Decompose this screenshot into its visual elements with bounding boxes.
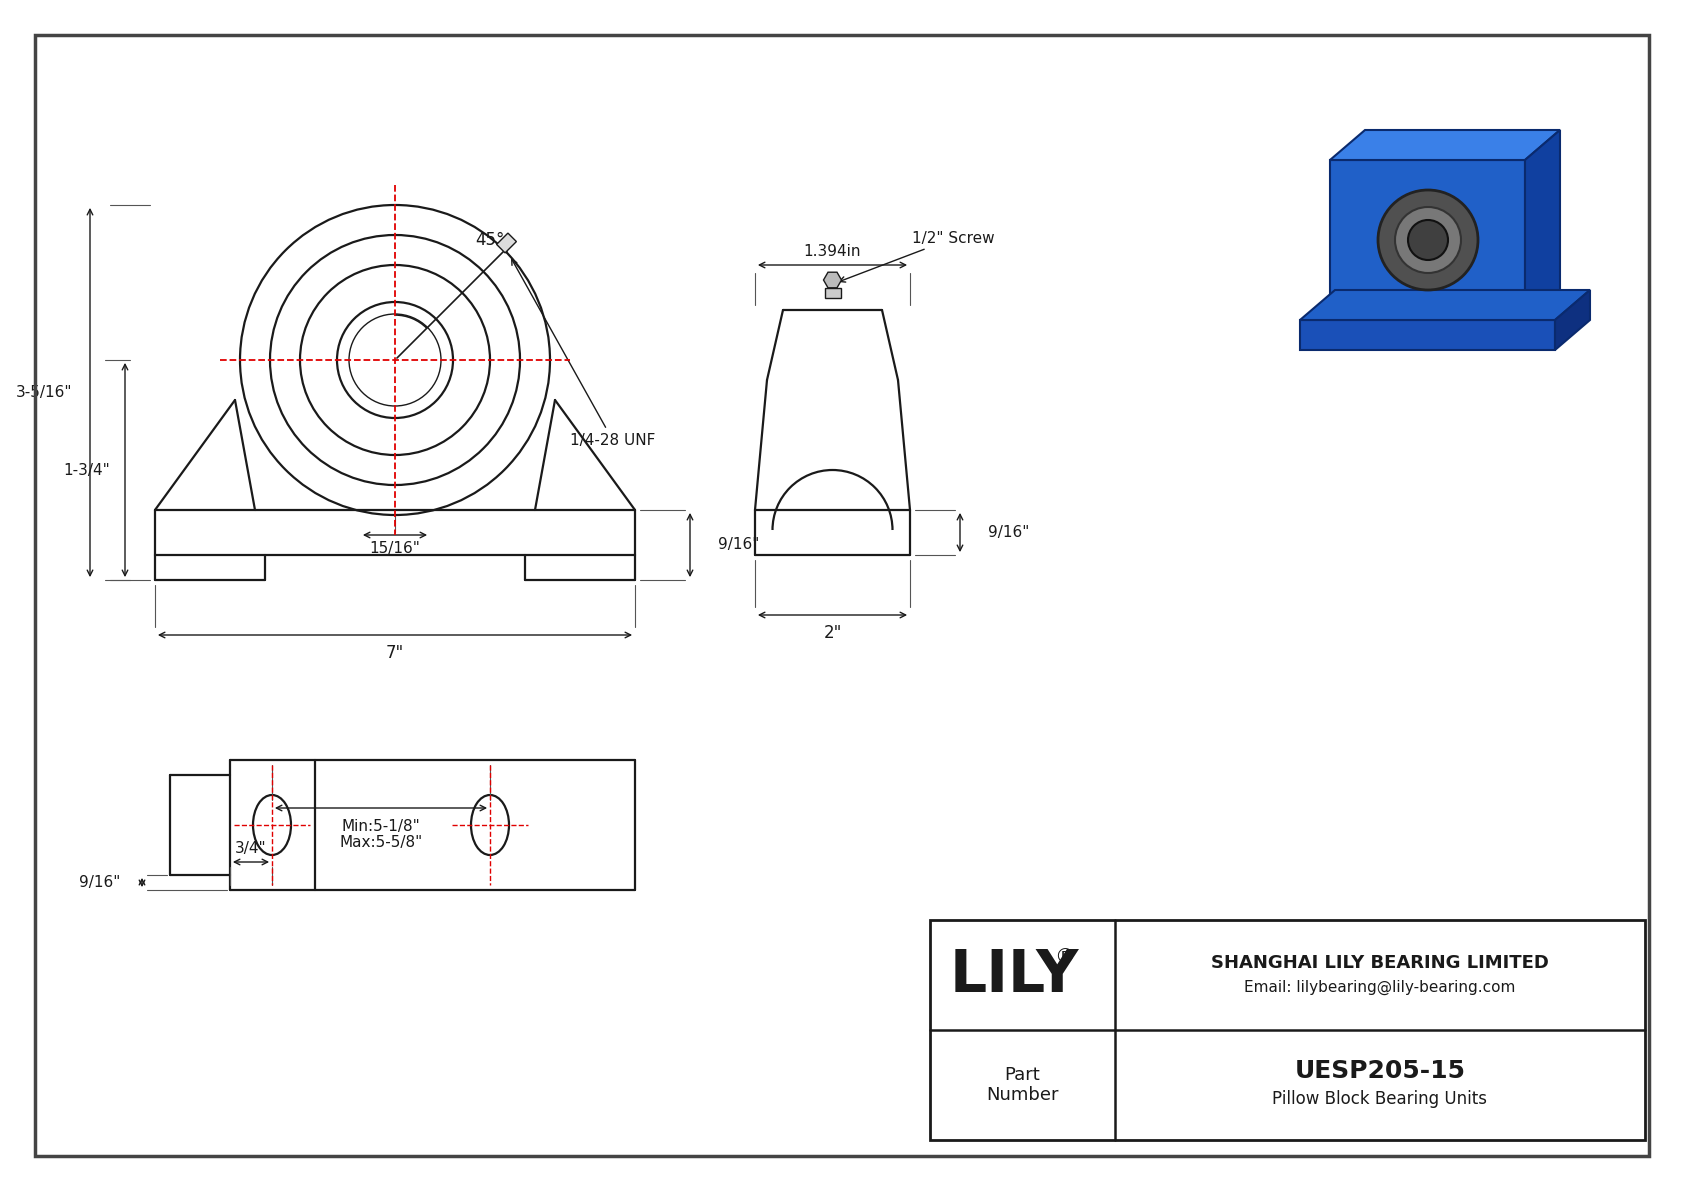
Text: 1-3/4": 1-3/4" xyxy=(64,462,109,478)
Text: Max:5-5/8": Max:5-5/8" xyxy=(340,835,423,849)
Bar xyxy=(930,919,1645,1140)
Circle shape xyxy=(1378,191,1479,289)
Bar xyxy=(825,288,840,298)
Text: 3/4": 3/4" xyxy=(236,841,266,855)
Polygon shape xyxy=(1300,289,1590,320)
Text: SHANGHAI LILY BEARING LIMITED: SHANGHAI LILY BEARING LIMITED xyxy=(1211,954,1549,972)
Polygon shape xyxy=(1554,289,1590,350)
Text: 9/16": 9/16" xyxy=(79,875,120,890)
Text: 1/4-28 UNF: 1/4-28 UNF xyxy=(512,260,655,448)
Polygon shape xyxy=(1330,160,1526,320)
Text: LILY: LILY xyxy=(950,947,1079,1004)
Text: 1.394in: 1.394in xyxy=(803,243,861,258)
Polygon shape xyxy=(1526,130,1559,320)
Circle shape xyxy=(1408,220,1448,260)
Text: 45°: 45° xyxy=(475,231,505,249)
Text: Pillow Block Bearing Units: Pillow Block Bearing Units xyxy=(1273,1090,1487,1108)
Text: UESP205-15: UESP205-15 xyxy=(1295,1059,1465,1083)
Polygon shape xyxy=(1300,320,1554,350)
Text: 15/16": 15/16" xyxy=(369,542,421,556)
Text: Min:5-1/8": Min:5-1/8" xyxy=(342,818,421,834)
Bar xyxy=(497,233,517,252)
Text: 3-5/16": 3-5/16" xyxy=(15,385,72,400)
Text: 2": 2" xyxy=(823,624,842,642)
Polygon shape xyxy=(1330,130,1559,160)
Text: 9/16": 9/16" xyxy=(717,537,759,553)
Text: Email: lilybearing@lily-bearing.com: Email: lilybearing@lily-bearing.com xyxy=(1244,979,1516,994)
Text: 7": 7" xyxy=(386,644,404,662)
Text: 1/2" Screw: 1/2" Screw xyxy=(840,231,995,282)
Text: Part
Number: Part Number xyxy=(987,1066,1059,1104)
Circle shape xyxy=(1394,207,1462,273)
Text: 9/16": 9/16" xyxy=(989,525,1029,540)
Text: ®: ® xyxy=(1054,947,1074,967)
